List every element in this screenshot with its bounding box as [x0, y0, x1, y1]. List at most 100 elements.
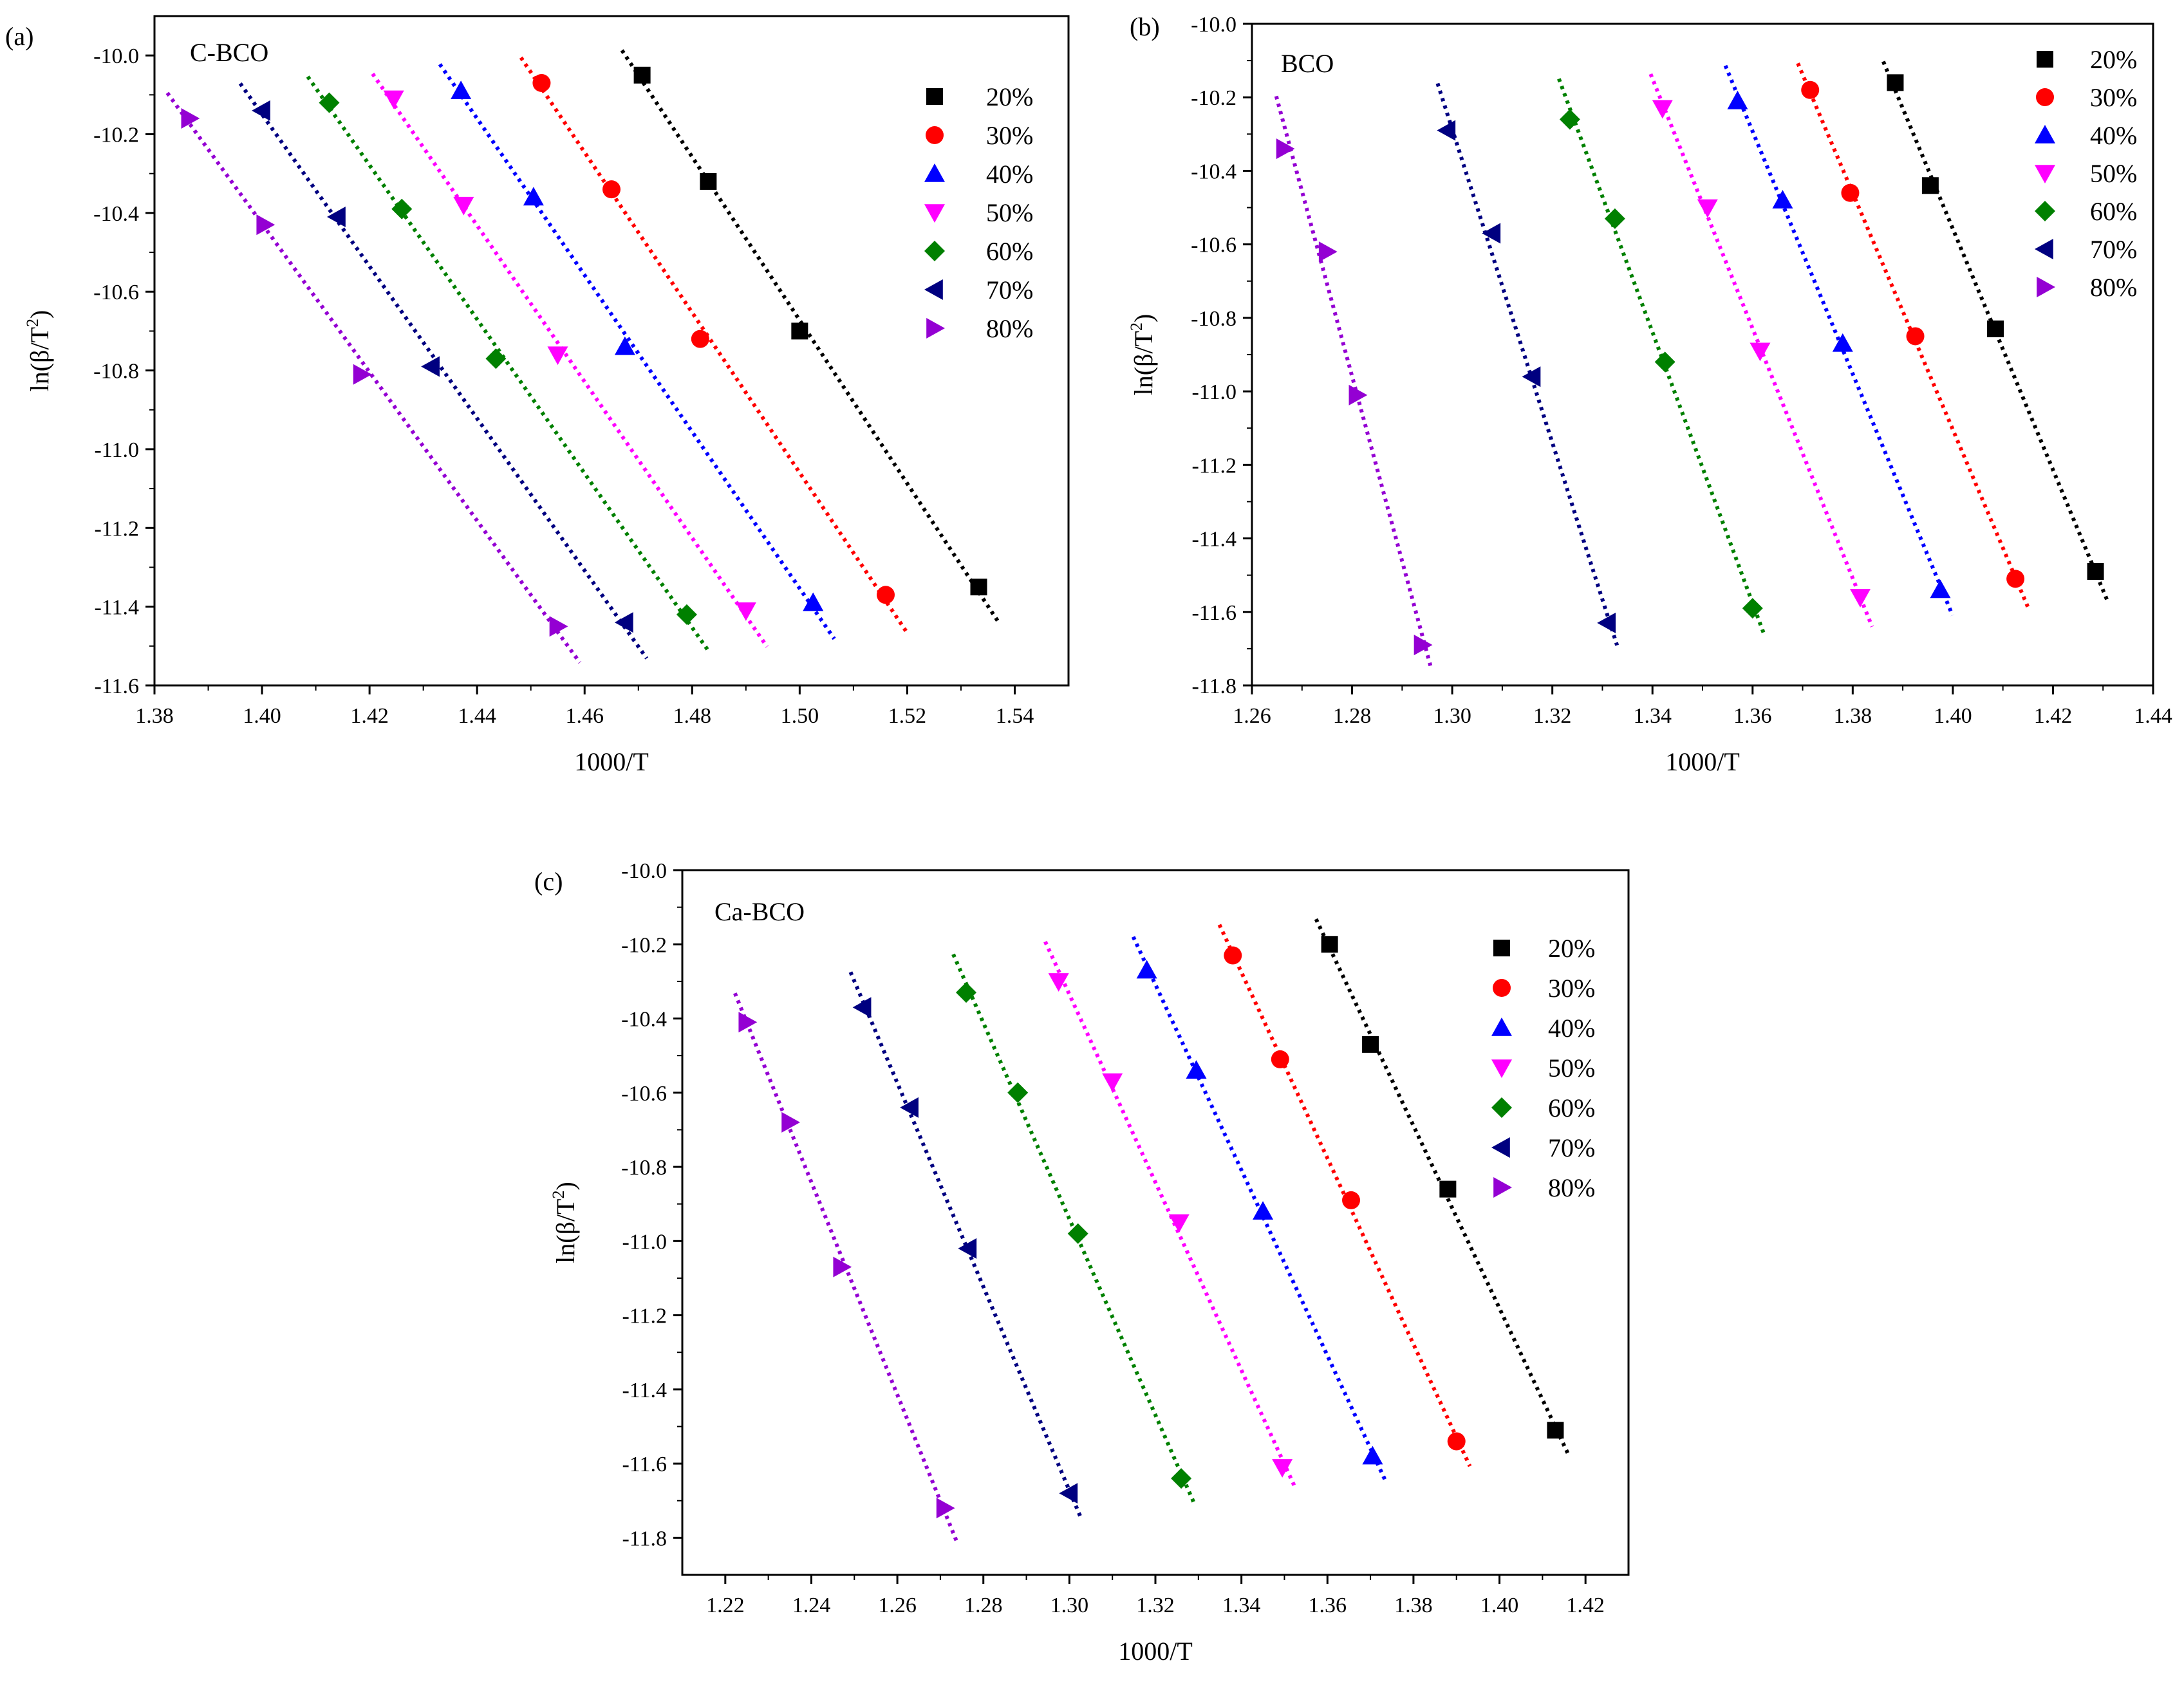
- data-point-40pct: [803, 592, 824, 611]
- plot-frame: [153, 15, 1070, 687]
- data-point-20pct: [1321, 936, 1338, 953]
- data-point-30pct: [1447, 1432, 1466, 1451]
- legend-label: 40%: [2090, 121, 2137, 150]
- data-point-70pct: [958, 1238, 977, 1259]
- data-point-70pct: [852, 997, 872, 1018]
- data-point-40pct: [523, 187, 544, 206]
- x-tick-label: 1.28: [1333, 704, 1372, 728]
- data-point-70pct: [1482, 223, 1501, 244]
- data-point-20pct: [700, 172, 717, 190]
- y-tick-label: -11.4: [622, 1379, 667, 1402]
- data-point-80pct: [738, 1012, 758, 1033]
- y-tick-label: -10.0: [93, 44, 139, 68]
- data-point-80pct: [181, 108, 200, 129]
- data-point-80pct: [1276, 138, 1295, 160]
- data-point-50pct: [1750, 342, 1771, 362]
- data-point-70pct: [252, 100, 270, 121]
- data-point-20pct: [791, 322, 808, 340]
- data-point-80pct: [549, 616, 568, 637]
- data-point-60pct: [1559, 109, 1580, 130]
- x-axis-title: 1000/T: [1665, 747, 1740, 776]
- data-point-30pct: [2006, 570, 2025, 588]
- legend-marker: [2036, 88, 2054, 106]
- y-tick-label: -10.0: [621, 859, 667, 883]
- legend-label: 40%: [986, 160, 1033, 189]
- data-point-50pct: [735, 602, 756, 621]
- legend-marker: [1491, 1097, 1512, 1118]
- data-point-70pct: [327, 207, 346, 227]
- data-point-30pct: [1342, 1191, 1361, 1209]
- data-point-80pct: [833, 1256, 852, 1278]
- chart-panel-3: 1.22 1.24 1.26 1.28 1.30 1.32 1.34 1.36 1.38 1.40…: [534, 859, 1630, 1666]
- fit-line-70pct: [1435, 82, 1619, 646]
- x-tick-label: 1.32: [1533, 704, 1572, 728]
- y-tick-label: -11.8: [1191, 674, 1237, 698]
- y-tick-label: -10.4: [93, 202, 139, 226]
- legend-marker: [1491, 1059, 1512, 1078]
- data-point-60pct: [1654, 351, 1675, 373]
- data-point-60pct: [1604, 208, 1625, 229]
- legend-label: 70%: [2090, 235, 2137, 264]
- fit-line-20pct: [1881, 60, 2109, 602]
- data-point-40pct: [1772, 190, 1793, 209]
- data-point-30pct: [1224, 946, 1242, 965]
- y-axis-title: ln(β/T2): [23, 310, 54, 392]
- x-tick-label: 1.38: [1394, 1594, 1433, 1617]
- legend-label: 70%: [1548, 1133, 1595, 1162]
- x-tick-label: 1.44: [458, 704, 496, 728]
- fit-line-30pct: [1217, 924, 1472, 1467]
- panel-label: (c): [534, 867, 563, 896]
- data-point-40pct: [1136, 960, 1157, 979]
- data-point-70pct: [421, 356, 440, 377]
- fit-line-80pct: [165, 91, 582, 664]
- data-point-60pct: [1067, 1223, 1088, 1244]
- x-tick-label: 1.26: [878, 1594, 917, 1617]
- data-point-30pct: [877, 586, 895, 604]
- x-tick-label: 1.34: [1633, 704, 1672, 728]
- data-point-60pct: [1742, 598, 1763, 619]
- y-tick-label: -11.0: [94, 438, 139, 462]
- data-point-40pct: [1253, 1201, 1274, 1220]
- data-point-40pct: [614, 336, 635, 355]
- fit-line-60pct: [306, 75, 710, 652]
- data-point-40pct: [1186, 1060, 1207, 1079]
- data-point-50pct: [453, 196, 474, 216]
- panel-title: BCO: [1281, 49, 1334, 78]
- legend-marker: [924, 204, 945, 223]
- data-point-20pct: [1887, 74, 1904, 91]
- fit-line-20pct: [620, 49, 1001, 624]
- legend-marker: [1493, 979, 1511, 997]
- panel-label: (b): [1130, 12, 1160, 41]
- y-tick-label: -10.6: [1191, 234, 1237, 257]
- legend-label: 80%: [1548, 1173, 1595, 1202]
- panel-title: Ca-BCO: [714, 897, 805, 926]
- data-point-50pct: [1272, 1459, 1293, 1478]
- x-tick-label: 1.32: [1136, 1594, 1175, 1617]
- y-tick-label: -10.8: [1191, 307, 1237, 331]
- y-tick-label: -11.0: [622, 1230, 667, 1254]
- y-tick-label: -11.4: [1191, 528, 1237, 552]
- data-point-40pct: [451, 80, 472, 100]
- data-point-50pct: [1850, 589, 1871, 608]
- legend-marker: [1493, 940, 1510, 956]
- y-tick-label: -11.2: [622, 1305, 667, 1328]
- y-tick-label: -11.2: [1191, 454, 1237, 478]
- legend-marker: [2037, 51, 2053, 68]
- y-tick-label: -11.4: [94, 596, 139, 620]
- panel-label: (a): [5, 22, 33, 51]
- data-point-20pct: [1547, 1422, 1564, 1439]
- legend-marker: [926, 126, 944, 144]
- x-tick-label: 1.42: [1566, 1594, 1605, 1617]
- legend-marker: [2035, 239, 2053, 259]
- fit-line-40pct: [438, 63, 836, 640]
- x-tick-label: 1.42: [2034, 704, 2073, 728]
- fit-line-50pct: [371, 72, 769, 648]
- data-point-70pct: [614, 612, 633, 633]
- legend-marker: [1491, 1018, 1512, 1036]
- data-point-60pct: [391, 198, 413, 219]
- data-point-80pct: [781, 1111, 801, 1133]
- data-point-40pct: [1362, 1446, 1383, 1465]
- x-tick-label: 1.26: [1233, 704, 1271, 728]
- data-point-70pct: [1437, 120, 1456, 141]
